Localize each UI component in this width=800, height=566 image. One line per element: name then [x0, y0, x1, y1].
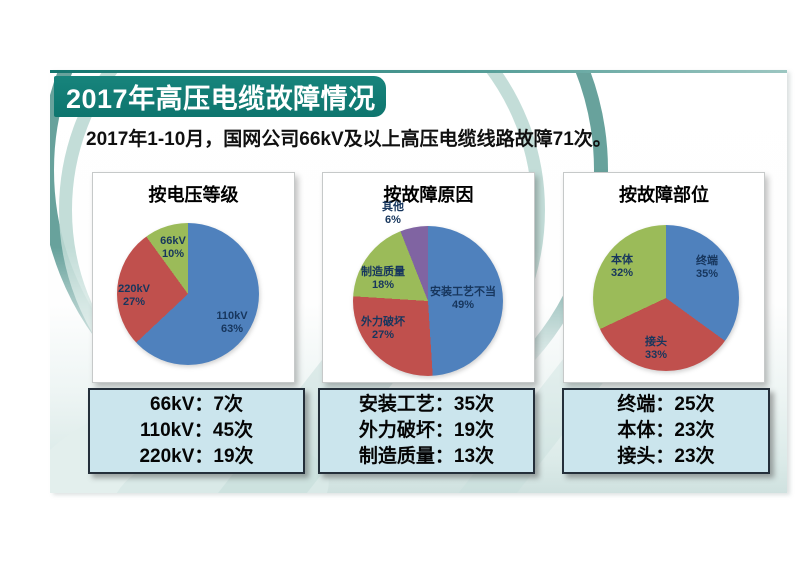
- slice-label-joint: 接头 33%: [644, 336, 668, 361]
- count-line: 外力破坏：19次: [358, 420, 495, 441]
- counts-box-cause: 安装工艺：35次 外力破坏：19次 制造质量：13次: [318, 388, 535, 474]
- count-line: 66kV：7次: [150, 394, 243, 415]
- slide: 2017年高压电缆故障情况 2017年1-10月，国网公司66kV及以上高压电缆…: [50, 70, 787, 493]
- pie-chart-cause: [353, 226, 503, 376]
- slice-label-body: 本体 32%: [610, 254, 634, 279]
- chart-title: 按电压等级: [148, 185, 239, 205]
- count-line: 接头：23次: [617, 446, 715, 467]
- slide-title: 2017年高压电缆故障情况: [66, 84, 376, 114]
- slice-label-manufacturing: 制造质量 18%: [361, 266, 405, 291]
- count-line: 制造质量：13次: [358, 446, 495, 467]
- slice-label-110kv: 110kV 63%: [216, 310, 248, 335]
- chart-title: 按故障部位: [619, 185, 709, 205]
- count-line: 220kV：19次: [139, 446, 254, 467]
- slice-label-external-damage: 外力破坏 27%: [361, 316, 405, 341]
- count-line: 终端：25次: [617, 394, 715, 415]
- chart-panel-voltage: 按电压等级 110kV 63% 220kV 27% 66kV 10%: [92, 172, 295, 383]
- slide-top-accent-line: [50, 70, 787, 73]
- count-line: 本体：23次: [617, 420, 715, 441]
- slide-subtitle: 2017年1-10月，国网公司66kV及以上高压电缆线路故障71次。: [86, 129, 612, 150]
- count-line: 110kV：45次: [139, 420, 254, 441]
- chart-title: 按故障原因: [383, 185, 474, 205]
- pie-chart-voltage: [117, 223, 259, 365]
- pie-chart-location: [593, 225, 739, 371]
- counts-box-voltage: 66kV：7次 110kV：45次 220kV：19次: [88, 388, 305, 474]
- slice-label-other: 其他 6%: [382, 201, 404, 226]
- chart-panel-location: 按故障部位 终端 35% 接头 33% 本体 32%: [563, 172, 765, 383]
- title-banner: 2017年高压电缆故障情况: [54, 76, 386, 117]
- chart-panel-cause: 按故障原因 安装工艺不当 49% 外力破坏 27% 制造质量 18% 其他 6%: [322, 172, 535, 383]
- slice-label-terminal: 终端 35%: [695, 255, 719, 280]
- count-line: 安装工艺：35次: [358, 394, 495, 415]
- counts-box-location: 终端：25次 本体：23次 接头：23次: [562, 388, 770, 474]
- slice-label-installation: 安装工艺不当 49%: [430, 286, 496, 311]
- slice-label-220kv: 220kV 27%: [118, 283, 150, 308]
- slice-label-66kv: 66kV 10%: [160, 235, 186, 260]
